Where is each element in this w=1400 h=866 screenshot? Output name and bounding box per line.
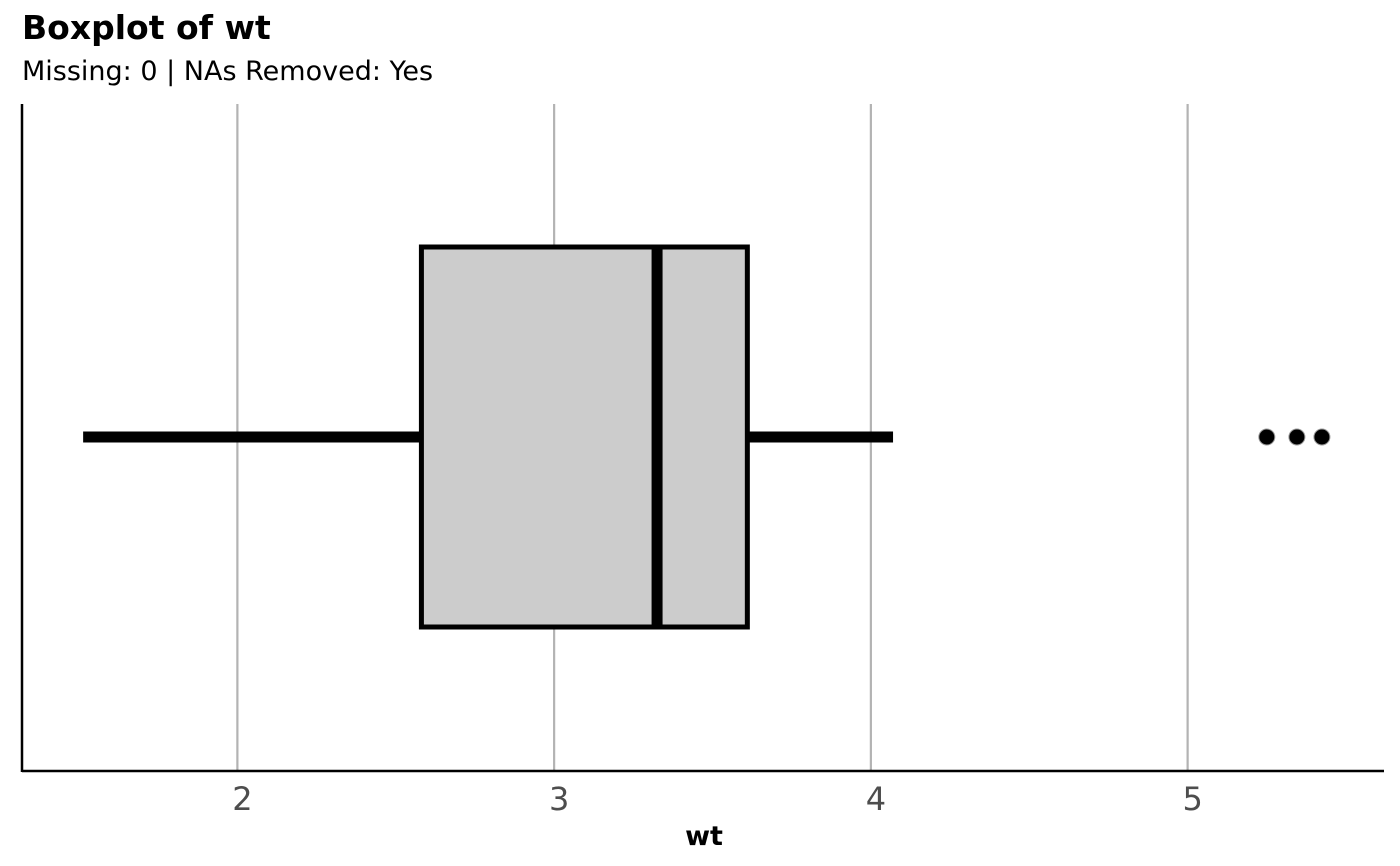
box-iqr: [418, 244, 750, 630]
outlier-point-3: [1313, 428, 1331, 446]
x-tick-label-3: 3: [549, 780, 569, 818]
x-tick-label-2: 2: [232, 780, 252, 818]
outlier-point-2: [1288, 428, 1306, 446]
outlier-point-1: [1258, 428, 1276, 446]
x-tick-label-4: 4: [866, 780, 886, 818]
chart-subtitle: Missing: 0 | NAs Removed: Yes: [22, 56, 434, 87]
x-axis-title: wt: [685, 821, 723, 852]
box-group: [83, 244, 1331, 630]
axes: 2 3 4 5 wt: [20, 104, 1384, 852]
chart-title: Boxplot of wt: [22, 8, 271, 47]
x-tick-label-5: 5: [1182, 780, 1202, 818]
